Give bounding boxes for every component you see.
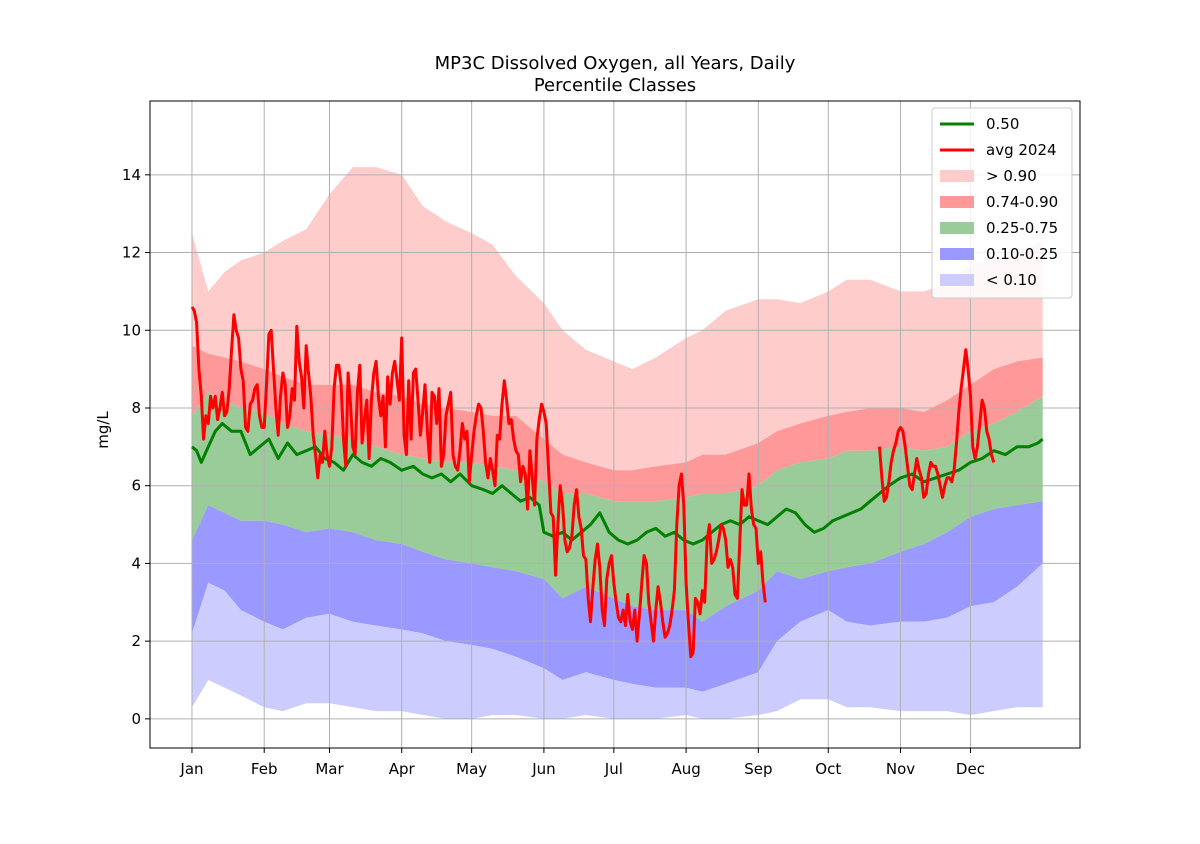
legend-label: 0.50 (986, 115, 1019, 133)
x-tick-label: Sep (744, 760, 772, 778)
y-tick-label: 6 (131, 477, 141, 495)
legend-swatch-patch (940, 196, 974, 208)
band-3 (192, 501, 1043, 692)
legend-label: 0.25-0.75 (986, 219, 1058, 237)
legend-label: avg 2024 (986, 141, 1057, 159)
legend-swatch-patch (940, 274, 974, 286)
x-tick-label: Jan (179, 760, 203, 778)
y-tick-label: 14 (122, 166, 141, 184)
x-tick-label: Jul (604, 760, 623, 778)
x-tick-label: Nov (886, 760, 915, 778)
band-0 (192, 167, 1043, 471)
series-line-avg-2024 (878, 348, 996, 503)
x-tick-label: Feb (251, 760, 278, 778)
legend-swatch-patch (940, 170, 974, 182)
series-line-avg-2024 (190, 306, 767, 659)
axes-frame (149, 100, 1081, 749)
legend-label: < 0.10 (986, 271, 1037, 289)
y-tick-label: 8 (131, 399, 141, 417)
y-tick-label: 10 (122, 321, 141, 339)
band-4 (192, 563, 1043, 719)
y-tick-label: 4 (131, 554, 141, 572)
y-tick-label: 2 (131, 632, 141, 650)
y-tick-label: 12 (122, 244, 141, 262)
legend-label: > 0.90 (986, 167, 1037, 185)
plot-area: 0 2 4 6 8 10 12 14 Jan Feb Mar Apr May Jun Jul Aug Sep Oc… (122, 100, 1081, 778)
legend-label: 0.74-0.90 (986, 193, 1058, 211)
x-tick-label: Dec (956, 760, 985, 778)
legend-swatch-patch (940, 222, 974, 234)
legend-label: 0.10-0.25 (986, 245, 1058, 263)
x-tick-label: Jun (531, 760, 555, 778)
x-tick-label: May (456, 760, 487, 778)
chart-subtitle: Percentile Classes (534, 75, 696, 96)
y-axis-label: mg/L (94, 411, 112, 449)
legend-swatch-patch (940, 248, 974, 260)
band-2 (192, 392, 1043, 622)
x-tick-label: Mar (315, 760, 344, 778)
chart-title: MP3C Dissolved Oxygen, all Years, Daily (435, 53, 796, 74)
y-tick-label: 0 (131, 710, 141, 728)
x-tick-label: Aug (671, 760, 700, 778)
legend: 0.50 avg 2024 > 0.90 0.74-0.90 0.25-0.75 0.10… (931, 107, 1073, 299)
x-tick-label: Oct (815, 760, 841, 778)
x-tick-label: Apr (389, 760, 416, 778)
